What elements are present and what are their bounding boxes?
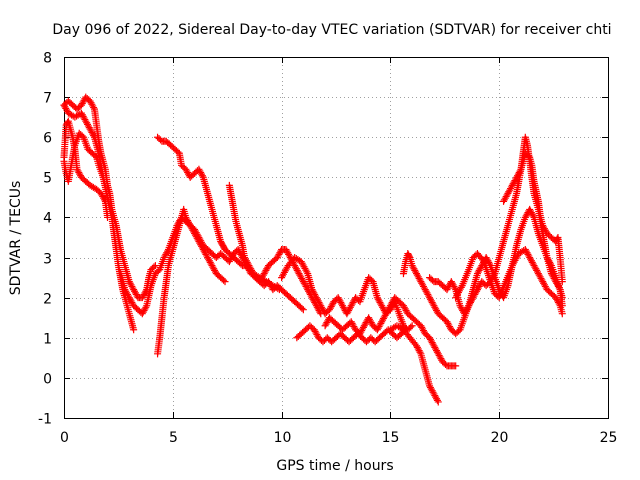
- data-point: [457, 283, 465, 291]
- data-point: [479, 256, 487, 264]
- x-tick-label: 25: [600, 430, 618, 446]
- y-tick-label: 2: [43, 292, 52, 308]
- data-point: [275, 286, 283, 294]
- x-tick-label: 15: [382, 430, 400, 446]
- y-tick-label: 5: [43, 171, 52, 187]
- y-tick-label: 3: [43, 252, 52, 268]
- data-point: [221, 278, 229, 286]
- data-point: [464, 303, 472, 311]
- y-tick-label: 0: [43, 372, 52, 388]
- y-tick-label: 8: [43, 51, 52, 67]
- data-point: [451, 284, 459, 292]
- data-point: [529, 212, 537, 220]
- data-point: [434, 398, 442, 406]
- y-tick-label: 7: [43, 91, 52, 107]
- data-point: [142, 303, 150, 311]
- data-point: [274, 285, 282, 293]
- y-tick-label: -1: [38, 412, 52, 428]
- data-point: [90, 104, 98, 112]
- data-point: [407, 323, 415, 331]
- y-tick-label: 4: [43, 211, 52, 227]
- y-tick-label: 6: [43, 131, 52, 147]
- x-tick-label: 10: [274, 430, 292, 446]
- data-point: [555, 300, 563, 308]
- data-point: [516, 167, 524, 175]
- x-axis-label: GPS time / hours: [276, 458, 393, 474]
- data-point: [547, 260, 555, 268]
- x-tick-label: 5: [169, 430, 178, 446]
- x-tick-label: 0: [60, 430, 69, 446]
- x-axis-ticks: 0 5 10 15 20 25: [60, 57, 617, 446]
- y-tick-label: 1: [43, 332, 52, 348]
- plot-frame: [64, 57, 609, 419]
- data-markers: [60, 93, 566, 406]
- data-point: [220, 276, 228, 284]
- chart-title: Day 096 of 2022, Sidereal Day-to-day VTE…: [52, 22, 611, 38]
- grid-lines: [64, 57, 608, 418]
- data-point: [452, 362, 460, 370]
- data-point: [198, 172, 206, 180]
- data-point: [130, 326, 138, 334]
- x-tick-label: 20: [491, 430, 509, 446]
- data-point: [558, 310, 566, 318]
- data-point: [298, 304, 306, 312]
- y-axis-label: SDTVAR / TECUs: [8, 181, 24, 296]
- data-point: [405, 252, 413, 260]
- data-point: [558, 278, 566, 286]
- y-axis-ticks: -1 0 1 2 3 4 5 6 7 8: [38, 51, 608, 428]
- data-point: [303, 268, 311, 276]
- data-point: [150, 263, 158, 271]
- data-point: [90, 132, 98, 140]
- data-point: [408, 322, 416, 330]
- data-point: [416, 348, 424, 356]
- data-point: [299, 306, 307, 314]
- data-point: [433, 396, 441, 404]
